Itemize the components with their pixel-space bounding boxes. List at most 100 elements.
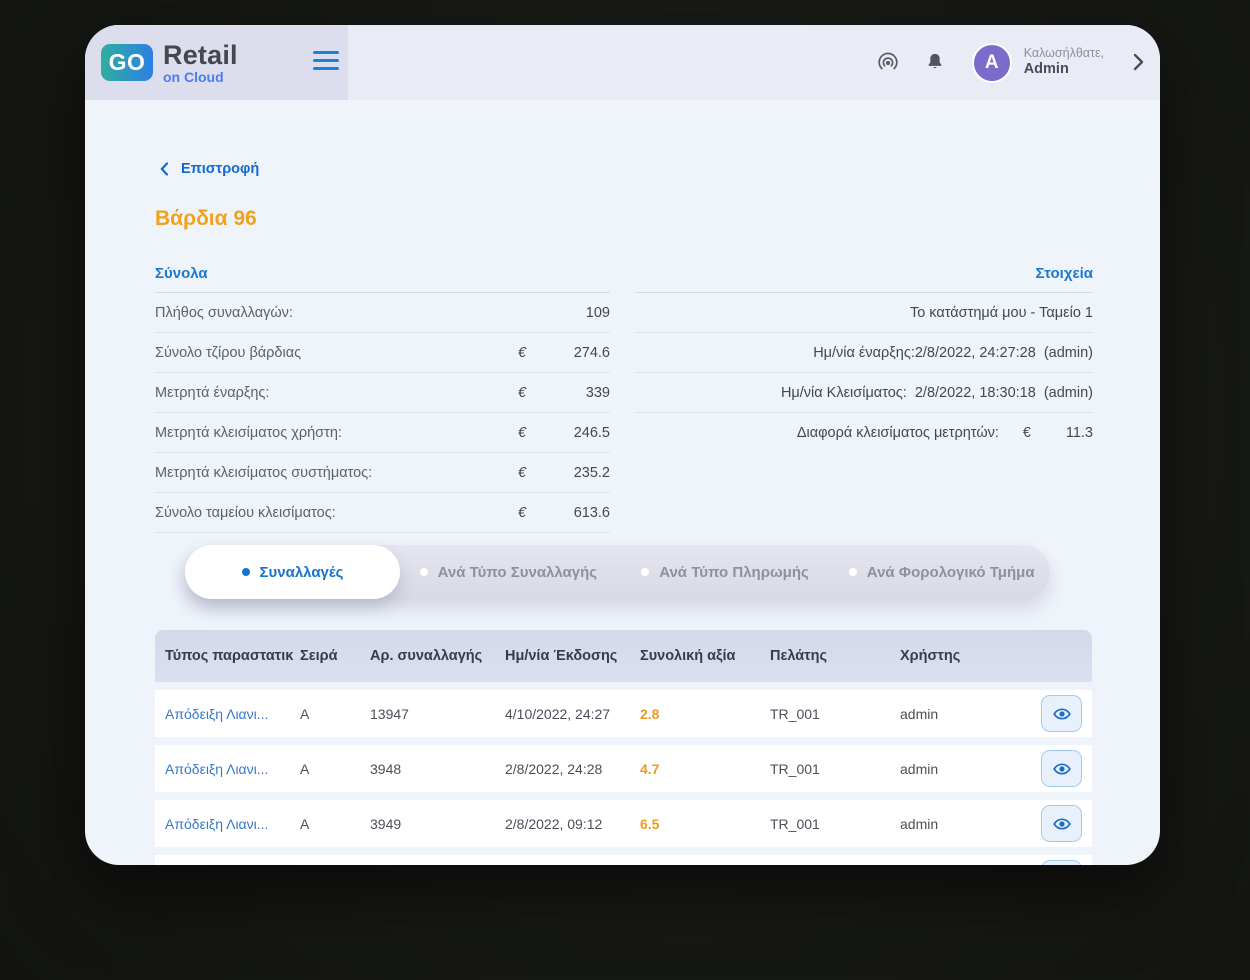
transactions-table: Τύπος παραστατικ Σειρά Αρ. συναλλαγής Ημ… xyxy=(155,630,1092,865)
currency-symbol: € xyxy=(518,384,527,401)
currency-symbol: € xyxy=(518,504,527,521)
summary-label: Πλήθος συναλλαγών: xyxy=(155,304,293,321)
summary-row: Σύνολο ταμείου κλεισίματος: €613.6 xyxy=(155,493,610,533)
currency-symbol: € xyxy=(518,464,527,481)
welcome-text: Καλωσήλθατε, xyxy=(1023,46,1104,61)
summary-row: Μετρητά έναρξης: €339 xyxy=(155,373,610,413)
summary-label: Μετρητά κλεισίματος συστήματος: xyxy=(155,464,373,481)
series-cell: A xyxy=(300,705,310,722)
summary-label: Μετρητά έναρξης: xyxy=(155,384,270,401)
back-link-label: Επιστροφή xyxy=(181,161,260,177)
col-total-value: Συνολική αξία xyxy=(640,648,736,664)
col-issue-date: Ημ/νία Έκδοσης xyxy=(505,648,618,664)
customer-cell: TR_001 xyxy=(770,760,820,777)
summary-value: 246.5 xyxy=(573,424,610,441)
summary-value: 235.2 xyxy=(573,464,610,481)
page-title: Βάρδια 96 xyxy=(155,207,257,230)
summary-row: Σύνολο τζίρου βάρδιας €274.6 xyxy=(155,333,610,373)
details-column: Στοιχεία Το κατάστημά μου - Ταμείο 1 Ημ/… xyxy=(635,263,1093,533)
detail-row: Ημ/νία Κλεισίματος: 2/8/2022, 18:30:18 (… xyxy=(635,373,1093,413)
summary-section: Σύνολα Πλήθος συναλλαγών: 109 Σύνολο τζί… xyxy=(155,263,1093,533)
eye-icon xyxy=(1052,817,1071,830)
total-value-cell: 2.8 xyxy=(640,705,660,722)
view-button[interactable] xyxy=(1041,805,1082,842)
summary-label: Σύνολο τζίρου βάρδιας xyxy=(155,344,302,361)
transaction-number-cell: 3949 xyxy=(370,815,402,832)
view-button[interactable] xyxy=(1041,750,1082,787)
summary-value: 109 xyxy=(585,304,610,321)
summary-row: Μετρητά κλεισίματος συστήματος: €235.2 xyxy=(155,453,610,493)
avatar[interactable]: A xyxy=(971,42,1012,83)
tab-dot-icon xyxy=(641,568,650,576)
view-button[interactable] xyxy=(1041,695,1082,732)
doc-type-link[interactable]: Απόδειξη Λιανι... xyxy=(165,760,269,777)
total-value-cell: 4.7 xyxy=(640,760,660,777)
view-button[interactable] xyxy=(1041,860,1082,865)
tab-label: Ανά Τύπο Πληρωμής xyxy=(659,563,809,581)
summary-value: 339 xyxy=(585,384,610,401)
customer-cell: TR_001 xyxy=(770,815,820,832)
detail-text: Ημ/νία Κλεισίματος: 2/8/2022, 18:30:18 (… xyxy=(780,384,1093,401)
col-series: Σειρά xyxy=(300,648,338,664)
currency-symbol: € xyxy=(518,344,527,361)
detail-row: Το κατάστημά μου - Ταμείο 1 xyxy=(635,293,1093,333)
go-logo: GO xyxy=(101,44,153,81)
transaction-number-cell: 13947 xyxy=(370,705,409,722)
issue-date-cell: 2/8/2022, 09:12 xyxy=(505,815,603,832)
app-window: GO Retail on Cloud xyxy=(85,25,1160,865)
currency-symbol: € xyxy=(518,424,527,441)
detail-row: Ημ/νία έναρξης:2/8/2022, 24:27:28 (admin… xyxy=(635,333,1093,373)
customer-cell: TR_001 xyxy=(770,705,820,722)
header-actions: A Καλωσήλθατε, Admin xyxy=(876,25,1160,100)
detail-row: Διαφορά κλεισίματος μετρητών: € 11.3 xyxy=(635,413,1093,453)
series-cell: A xyxy=(300,760,310,777)
col-customer: Πελάτης xyxy=(770,648,828,664)
logo-subtitle-text: on Cloud xyxy=(163,68,224,85)
col-transaction-number: Αρ. συναλλαγής xyxy=(370,648,483,664)
summary-value: 274.6 xyxy=(573,344,610,361)
chevron-right-icon[interactable] xyxy=(1133,53,1144,76)
doc-type-link[interactable]: Απόδειξη Λιανι... xyxy=(165,705,269,722)
tab-bar: Συναλλαγές Ανά Τύπο Συναλλαγής Ανά Τύπο … xyxy=(185,545,1050,599)
summary-label: Μετρητά κλεισίματος χρήστη: xyxy=(155,424,342,441)
bell-icon[interactable] xyxy=(924,51,948,75)
tab-by-transaction-type[interactable]: Ανά Τύπο Συναλλαγής xyxy=(400,564,617,581)
doc-type-link[interactable]: Απόδειξη Λιανι... xyxy=(165,815,269,832)
summary-label: Σύνολο ταμείου κλεισίματος: xyxy=(155,504,336,521)
avatar-letter: A xyxy=(984,51,999,73)
user-cell: admin xyxy=(900,815,939,832)
col-user: Χρήστης xyxy=(900,648,961,664)
tab-dot-icon xyxy=(241,568,250,576)
logo-go-text: GO xyxy=(108,49,146,75)
eye-icon xyxy=(1052,762,1071,775)
summary-row: Μετρητά κλεισίματος χρήστη: €246.5 xyxy=(155,413,610,453)
currency-symbol: € xyxy=(1022,425,1031,441)
totals-title: Σύνολα xyxy=(155,263,610,293)
detail-text: Ημ/νία έναρξης:2/8/2022, 24:27:28 (admin… xyxy=(813,344,1093,361)
series-cell: A xyxy=(300,815,310,832)
logo-wordmark: Retail on Cloud xyxy=(163,41,238,85)
user-name: Admin xyxy=(1023,61,1069,78)
logo-area: GO Retail on Cloud xyxy=(85,25,348,100)
eye-icon xyxy=(1052,707,1071,720)
app-header: GO Retail on Cloud xyxy=(85,25,1160,100)
tab-dot-icon xyxy=(419,568,428,576)
hamburger-menu-icon[interactable] xyxy=(313,51,339,70)
table-row-partial xyxy=(155,855,1092,865)
tab-label: Συναλλαγές xyxy=(259,563,344,581)
tab-by-payment-type[interactable]: Ανά Τύπο Πληρωμής xyxy=(617,564,834,581)
tab-dot-icon xyxy=(848,568,857,576)
back-link[interactable]: Επιστροφή xyxy=(160,161,259,177)
tab-transactions[interactable]: Συναλλαγές xyxy=(185,545,400,599)
transaction-number-cell: 3948 xyxy=(370,760,402,777)
detail-label: Διαφορά κλεισίματος μετρητών: xyxy=(796,425,999,441)
detail-text: Το κατάστημά μου - Ταμείο 1 xyxy=(909,304,1093,321)
chevron-left-icon xyxy=(160,162,169,176)
table-row: Απόδειξη Λιανι... A 3949 2/8/2022, 09:12… xyxy=(155,800,1092,847)
user-cell: admin xyxy=(900,705,939,722)
tab-by-tax-department[interactable]: Ανά Φορολογικό Τμήμα xyxy=(833,564,1050,581)
issue-date-cell: 4/10/2022, 24:27 xyxy=(505,705,611,722)
summary-value: 613.6 xyxy=(573,504,610,521)
broadcast-icon[interactable] xyxy=(876,51,900,75)
table-header: Τύπος παραστατικ Σειρά Αρ. συναλλαγής Ημ… xyxy=(155,630,1092,682)
